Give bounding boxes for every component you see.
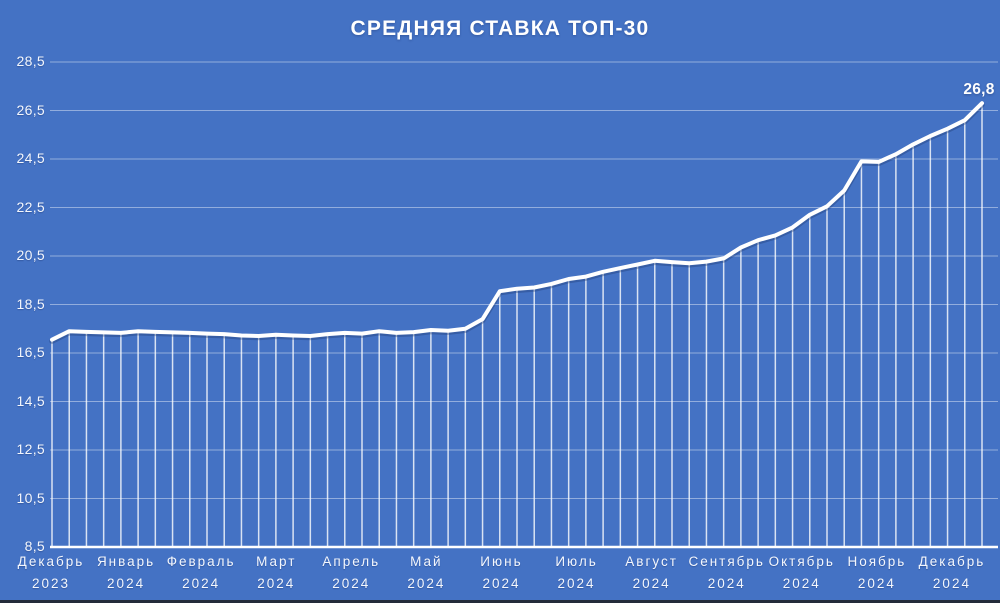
x-tick-label: Июль 2024 <box>512 551 642 595</box>
y-tick-label: 24,5 <box>16 150 45 166</box>
y-tick-label: 22,5 <box>16 198 45 215</box>
x-tick-month: Сентябрь <box>688 554 765 569</box>
x-tick-month: Май <box>410 554 443 569</box>
x-tick-year: 2024 <box>407 576 446 591</box>
x-tick-label: Январь 2024 <box>61 551 191 595</box>
x-tick-month: Апрель <box>322 554 381 569</box>
y-tick-label: 14,5 <box>16 392 45 409</box>
y-tick-label: 28,5 <box>16 53 45 69</box>
x-tick-label: Октябрь 2024 <box>737 551 867 595</box>
chart-title: СРЕДНЯЯ СТАВКА ТОП-30 <box>350 17 650 40</box>
x-tick-year: 2023 <box>31 576 71 591</box>
x-tick-year: 2024 <box>782 576 821 591</box>
x-tick-year: 2024 <box>107 576 146 591</box>
x-tick-month: Октябрь <box>768 554 835 569</box>
x-tick-month: Август <box>625 554 678 569</box>
x-tick-month: Февраль <box>166 554 236 569</box>
y-tick-label: 18,5 <box>16 295 45 312</box>
x-tick-year: 2024 <box>632 576 671 591</box>
x-tick-year: 2024 <box>332 576 371 591</box>
x-tick-label: Март 2024 <box>211 551 341 595</box>
x-tick-month: Июнь <box>480 554 523 569</box>
x-tick-year: 2024 <box>482 576 521 591</box>
x-tick-year: 2024 <box>557 576 596 591</box>
y-tick-label: 10,5 <box>16 489 45 506</box>
x-tick-month: Март <box>256 554 297 569</box>
x-tick-month: Январь <box>96 554 156 569</box>
x-tick-label: Апрель 2024 <box>286 551 416 595</box>
x-tick-year: 2024 <box>257 576 296 591</box>
x-tick-label: Февраль 2024 <box>136 551 266 595</box>
x-tick-year: 2024 <box>707 576 746 591</box>
y-tick-label: 8,5 <box>24 538 45 554</box>
series-line <box>50 101 984 342</box>
y-tick-label: 16,5 <box>16 344 45 360</box>
y-tick-label: 26,5 <box>16 101 45 118</box>
x-tick-year: 2024 <box>182 576 221 591</box>
x-tick-year: 2024 <box>932 576 971 591</box>
y-tick-label: 12,5 <box>16 441 45 457</box>
x-tick-month: Ноябрь <box>847 554 907 569</box>
x-tick-month: Декабрь <box>918 554 986 569</box>
x-tick-month: Декабрь <box>17 554 85 569</box>
x-tick-label: Май 2024 <box>361 551 491 595</box>
x-tick-year: 2024 <box>857 576 896 591</box>
window-bottom-edge <box>0 600 1000 603</box>
last-value-label: 26,8 <box>963 81 995 98</box>
x-tick-label: Декабрь 2023 <box>0 551 116 595</box>
x-tick-label: Июнь 2024 <box>436 551 566 595</box>
y-tick-label: 20,5 <box>16 247 45 263</box>
x-tick-label: Ноябрь 2024 <box>812 551 942 595</box>
x-tick-month: Июль <box>555 554 598 569</box>
x-tick-label: Август 2024 <box>587 551 717 595</box>
x-tick-label: Декабрь 2024 <box>887 551 1000 595</box>
x-tick-label: Сентябрь 2024 <box>662 551 792 595</box>
